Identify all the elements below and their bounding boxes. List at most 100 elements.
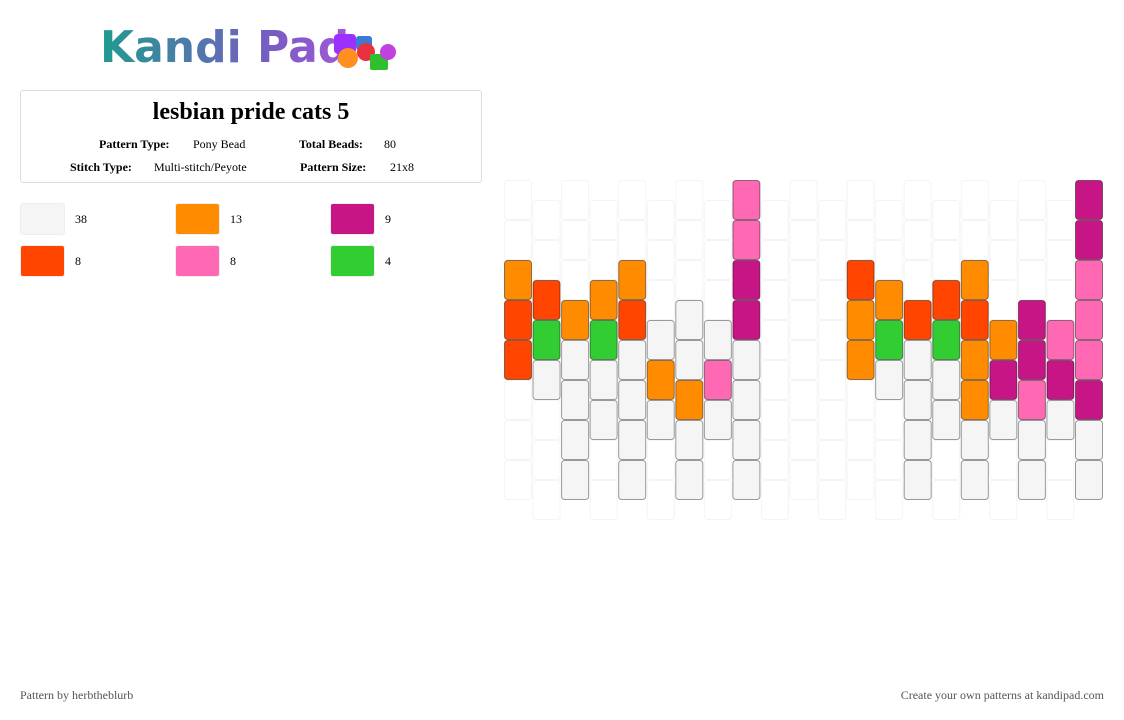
empty-cell [875,240,904,280]
empty-cell [703,200,732,240]
empty-cell [532,200,561,240]
bead [960,260,989,300]
color-swatch [330,245,375,277]
empty-cell [589,440,618,480]
label: Pattern Size: [300,160,367,174]
bead [732,220,761,260]
empty-cell [646,440,675,480]
bead [1075,340,1103,380]
empty-cell [789,180,818,220]
bead [561,340,590,380]
footer-right: Create your own patterns at kandipad.com [900,688,1104,702]
bead [1017,340,1046,380]
empty-cell [989,480,1018,520]
bead [960,380,989,420]
empty-cell [818,360,847,400]
empty-cell [504,460,532,500]
empty-cell [504,380,532,420]
empty-cell [760,400,789,440]
bead [1075,220,1103,260]
empty-cell [504,420,532,460]
empty-cell [1046,480,1075,520]
bead [1075,380,1103,420]
empty-cell [675,180,704,220]
empty-cell [846,220,875,260]
bead [618,260,647,300]
color-swatch [175,203,220,235]
empty-cell [1046,440,1075,480]
empty-cell [989,200,1018,240]
bead [732,180,761,220]
bead [732,300,761,340]
bead [1017,380,1046,420]
empty-cell [532,240,561,280]
bead [903,340,932,380]
info-box: lesbian pride cats 5 Pattern Type: Pony … [20,90,482,183]
bead [703,360,732,400]
empty-cell [818,440,847,480]
bead [1017,420,1046,460]
empty-cell [789,300,818,340]
bead [903,300,932,340]
bead [1046,400,1075,440]
empty-cell [875,400,904,440]
bead [846,300,875,340]
empty-cell [532,440,561,480]
bead [932,280,961,320]
bead [532,360,561,400]
empty-cell [646,480,675,520]
empty-cell [818,400,847,440]
empty-cell [618,220,647,260]
bead [675,380,704,420]
bead [618,340,647,380]
empty-cell [932,480,961,520]
bead [732,380,761,420]
empty-cell [1046,240,1075,280]
color-count: 8 [230,254,236,268]
bead [618,380,647,420]
empty-cell [703,440,732,480]
empty-cell [561,180,590,220]
empty-cell [875,440,904,480]
bead [732,460,761,500]
bead [675,340,704,380]
bead [504,300,532,340]
bead [960,340,989,380]
empty-cell [989,240,1018,280]
footer-left: Pattern by herbtheblurb [20,688,134,702]
bead [732,260,761,300]
empty-cell [789,420,818,460]
empty-cell [932,440,961,480]
bead [646,400,675,440]
bead [1075,260,1103,300]
empty-cell [818,480,847,520]
color-swatch [20,245,65,277]
color-swatch [20,203,65,235]
empty-cell [789,380,818,420]
bead [1017,460,1046,500]
bead [504,340,532,380]
bead [532,280,561,320]
bead [1046,360,1075,400]
empty-cell [703,480,732,520]
label: Stitch Type: [70,160,132,174]
empty-cell [760,280,789,320]
bead [960,300,989,340]
label: Pattern Type: [99,137,170,151]
empty-cell [818,200,847,240]
empty-cell [760,360,789,400]
empty-cell [760,440,789,480]
bead [532,320,561,360]
empty-cell [789,340,818,380]
empty-cell [846,460,875,500]
empty-cell [932,200,961,240]
bead [932,320,961,360]
bead [989,320,1018,360]
empty-cell [1017,180,1046,220]
value: 80 [384,137,396,151]
empty-cell [618,180,647,220]
empty-cell [875,480,904,520]
empty-cell [675,260,704,300]
bead [703,320,732,360]
